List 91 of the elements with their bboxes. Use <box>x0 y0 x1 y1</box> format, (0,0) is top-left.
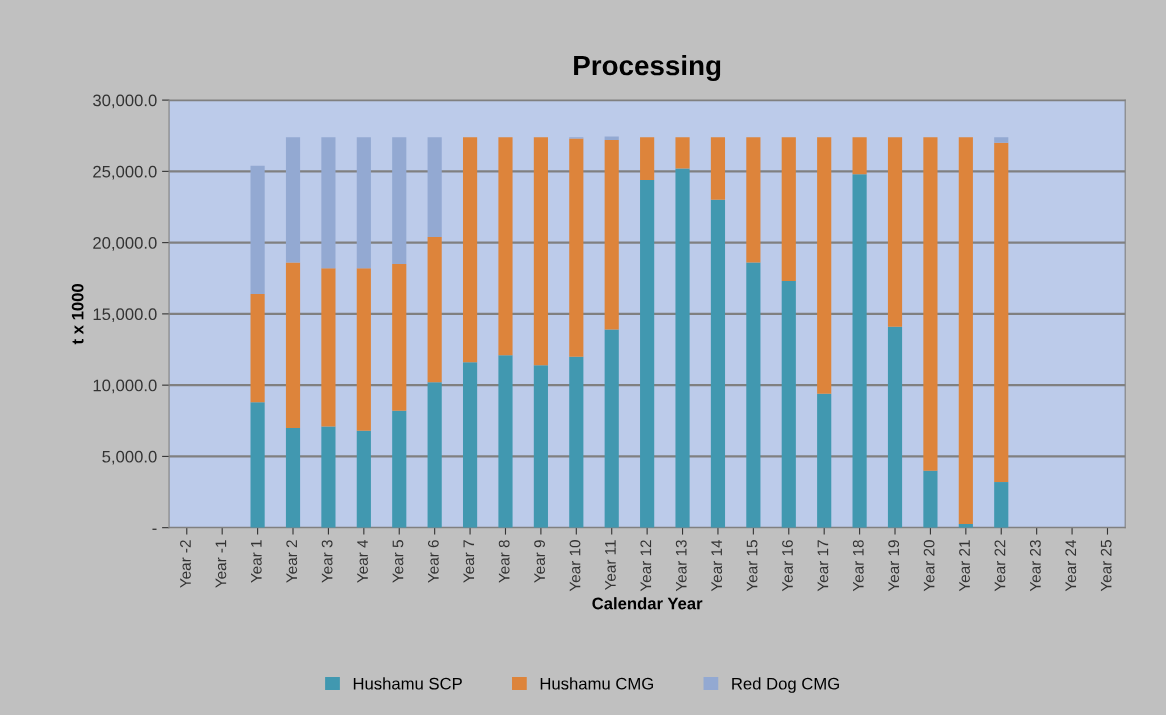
bar <box>533 137 548 366</box>
bar <box>427 137 442 237</box>
bar <box>640 137 655 180</box>
bar <box>817 393 832 528</box>
bar <box>250 402 265 528</box>
bar <box>321 268 336 427</box>
bar <box>427 236 442 383</box>
x-tick-label: Year 20 <box>923 540 935 592</box>
bar <box>250 165 265 294</box>
bar <box>321 137 336 269</box>
bar <box>675 137 690 169</box>
bar <box>285 427 301 528</box>
bar <box>746 262 761 528</box>
y-tick-label: 5,000.0 <box>102 450 157 465</box>
bar <box>604 329 619 528</box>
bar <box>958 137 973 525</box>
bar <box>533 365 548 528</box>
x-tick-label: Year 15 <box>746 540 758 592</box>
bar <box>356 430 371 528</box>
bar <box>569 138 584 357</box>
bar <box>887 137 903 327</box>
x-tick-label: Year 16 <box>782 540 793 592</box>
bar <box>392 410 407 528</box>
x-tick-label: Year 5 <box>392 540 404 583</box>
x-tick-label: Year -1 <box>215 540 227 588</box>
bar <box>604 140 619 330</box>
bar <box>321 426 336 528</box>
bar <box>462 137 478 363</box>
bar <box>710 137 726 200</box>
bar <box>250 293 265 403</box>
bar <box>923 137 938 471</box>
bar <box>427 382 442 528</box>
y-tick-label: 30,000.0 <box>93 94 157 109</box>
bar <box>498 137 513 356</box>
legend-label: Hushamu CMG <box>540 677 653 690</box>
x-tick-label: Year 18 <box>852 540 864 592</box>
bar <box>781 137 796 282</box>
bar <box>887 326 903 528</box>
bar <box>852 174 867 528</box>
x-tick-label: Year 23 <box>1029 540 1041 592</box>
x-tick-label: Year -2 <box>180 540 191 588</box>
x-tick-label: Year 14 <box>711 539 723 592</box>
x-tick-label: Year 8 <box>498 540 510 583</box>
bar <box>285 262 301 428</box>
chart-title: Processing <box>574 54 721 81</box>
bar <box>462 362 478 528</box>
bar <box>392 137 407 264</box>
x-tick-label: Year 13 <box>675 540 687 592</box>
bar <box>604 136 619 141</box>
x-tick-label: Year 9 <box>534 540 545 583</box>
bar <box>746 137 761 263</box>
bar <box>392 264 407 411</box>
x-tick-label: Year 22 <box>994 540 1006 592</box>
bar <box>569 356 584 528</box>
bar <box>356 268 371 431</box>
bar <box>498 355 513 528</box>
legend-label: Hushamu SCP <box>353 677 462 690</box>
x-tick-label: Year 19 <box>888 540 900 592</box>
x-tick-label: Year 10 <box>569 540 581 592</box>
bar <box>994 137 1009 143</box>
x-tick-label: Year 4 <box>357 539 368 583</box>
x-tick-label: Year 25 <box>1100 540 1112 592</box>
y-axis-title: t x 1000 <box>71 283 84 345</box>
x-tick-label: Year 21 <box>959 540 970 592</box>
bar <box>640 179 655 528</box>
bar <box>781 281 796 528</box>
x-tick-label: Year 7 <box>463 540 475 583</box>
bar <box>710 199 726 528</box>
bar <box>817 137 832 394</box>
y-tick-label: 20,000.0 <box>93 237 157 251</box>
x-tick-label: Year 2 <box>286 540 298 583</box>
bar <box>852 137 867 175</box>
x-tick-label: Year 3 <box>321 540 333 583</box>
y-tick-label: 15,000.0 <box>93 308 157 323</box>
x-axis-title: Calendar Year <box>592 597 703 610</box>
y-tick-label: - <box>152 528 157 530</box>
bar <box>675 168 690 528</box>
bar <box>923 470 938 528</box>
x-tick-label: Year 12 <box>640 540 652 592</box>
x-tick-label: Year 24 <box>1065 539 1077 592</box>
y-tick-label: 25,000.0 <box>93 165 157 180</box>
bar <box>994 482 1009 528</box>
bar <box>356 137 371 269</box>
bar <box>994 142 1009 483</box>
legend-label: Red Dog CMG <box>732 677 839 693</box>
x-tick-label: Year 17 <box>817 540 829 592</box>
y-tick-label: 10,000.0 <box>93 379 157 394</box>
bar <box>285 137 301 263</box>
x-tick-label: Year 11 <box>605 540 616 591</box>
x-tick-label: Year 6 <box>427 540 439 583</box>
x-tick-label: Year 1 <box>251 540 262 583</box>
